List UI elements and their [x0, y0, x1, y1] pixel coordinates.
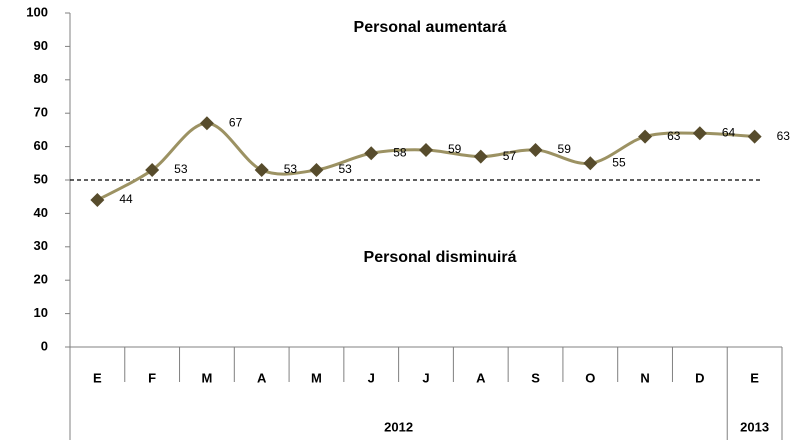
group-label: 2013: [740, 419, 769, 434]
data-label: 55: [612, 155, 626, 169]
data-label: 63: [777, 129, 791, 143]
y-tick-label: 50: [34, 171, 48, 186]
y-tick-label: 60: [34, 138, 48, 153]
annotation: Personal disminuirá: [364, 249, 517, 266]
data-label: 53: [284, 162, 298, 176]
marker: [90, 193, 105, 208]
data-line: [96, 121, 755, 202]
x-tick-label: N: [640, 370, 649, 385]
group-label: 2012: [384, 419, 413, 434]
y-tick-label: 70: [34, 105, 48, 120]
x-tick-label: F: [148, 370, 156, 385]
y-tick-label: 90: [34, 38, 48, 53]
x-tick-label: A: [257, 370, 267, 385]
x-tick-label: J: [422, 370, 429, 385]
x-tick-label: E: [750, 370, 759, 385]
marker: [473, 149, 488, 164]
marker: [254, 162, 269, 177]
marker: [145, 162, 160, 177]
data-label: 63: [667, 129, 681, 143]
data-label: 58: [393, 145, 407, 159]
x-tick-label: S: [531, 370, 540, 385]
data-label: 59: [448, 142, 462, 156]
x-tick-label: E: [93, 370, 102, 385]
y-tick-label: 30: [34, 238, 48, 253]
marker: [364, 146, 379, 161]
y-tick-label: 0: [41, 338, 48, 353]
marker: [638, 129, 653, 144]
marker: [309, 162, 324, 177]
y-tick-label: 10: [34, 305, 48, 320]
marker: [528, 142, 543, 157]
marker: [747, 129, 762, 144]
marker: [199, 116, 214, 131]
marker: [692, 126, 707, 141]
x-tick-label: A: [476, 370, 486, 385]
y-tick-label: 100: [26, 4, 48, 19]
data-label: 53: [174, 162, 188, 176]
data-label: 44: [119, 192, 133, 206]
y-tick-label: 40: [34, 205, 48, 220]
data-label: 64: [722, 125, 736, 139]
y-tick-label: 20: [34, 272, 48, 287]
x-tick-label: D: [695, 370, 704, 385]
data-label: 67: [229, 115, 243, 129]
marker: [419, 142, 433, 157]
y-tick-label: 80: [34, 71, 48, 86]
data-label: 59: [558, 142, 572, 156]
x-tick-label: M: [311, 370, 322, 385]
x-tick-label: M: [202, 370, 213, 385]
marker: [583, 156, 598, 171]
x-tick-label: J: [368, 370, 375, 385]
x-tick-label: O: [585, 370, 595, 385]
data-label: 53: [338, 162, 352, 176]
annotation: Personal aumentará: [354, 19, 507, 36]
data-label: 57: [503, 149, 517, 163]
